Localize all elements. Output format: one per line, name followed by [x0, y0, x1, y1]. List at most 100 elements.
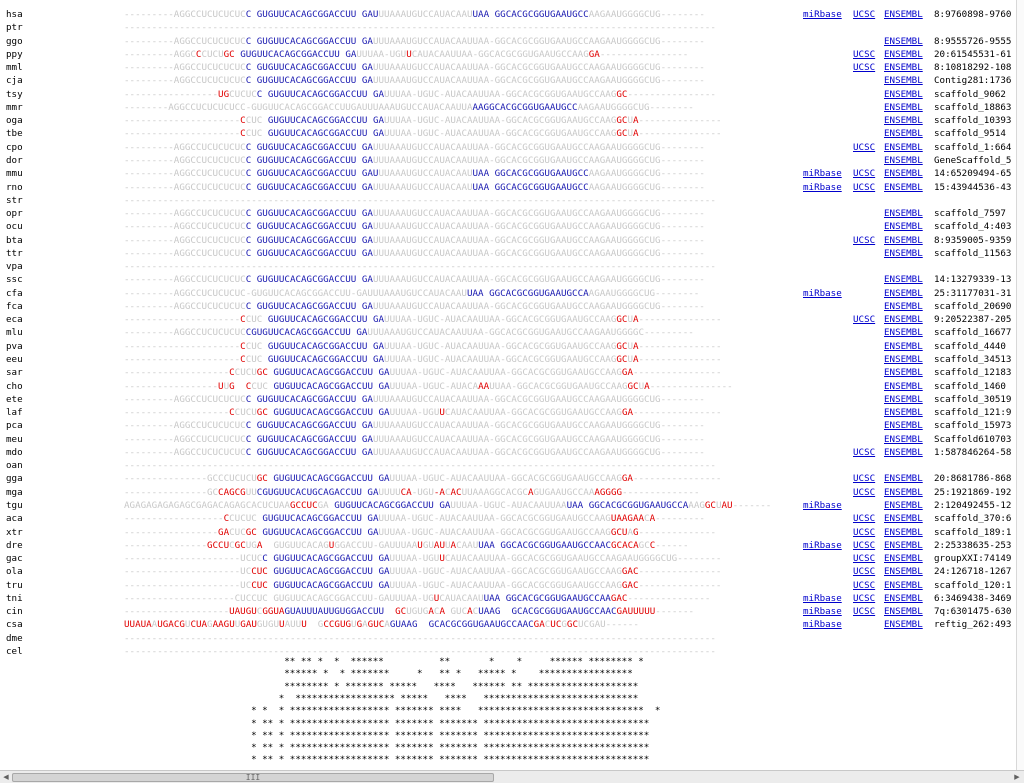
mirbase-link[interactable]: miRbase — [803, 181, 842, 193]
ucsc-link[interactable]: UCSC — [853, 62, 876, 74]
ucsc-link[interactable]: UCSC — [853, 141, 876, 153]
ensembl-link[interactable]: ENSEMBL — [884, 168, 923, 180]
ucsc-link[interactable]: UCSC — [853, 473, 876, 485]
sequence-segment: CUC — [245, 128, 263, 140]
sequence-segment: GA — [588, 48, 600, 60]
mirbase-link[interactable]: miRbase — [803, 168, 842, 180]
ensembl-link[interactable]: ENSEMBL — [884, 208, 923, 220]
mirbase-link[interactable]: miRbase — [803, 499, 842, 511]
genome-coordinate: scaffold_9062 — [934, 88, 1006, 100]
scroll-left-arrow-icon[interactable]: ◀ — [3, 773, 9, 781]
scrollbar-thumb[interactable]: III — [12, 773, 494, 782]
species-label: tsy — [6, 88, 23, 100]
mirbase-link[interactable]: miRbase — [803, 619, 842, 631]
ensembl-link[interactable]: ENSEMBL — [884, 274, 923, 286]
mirbase-link[interactable]: miRbase — [803, 539, 842, 551]
ucsc-link[interactable]: UCSC — [853, 234, 876, 246]
alignment-row: dre ---------------GCCUCGCUGA GUGUUCACAGU… — [0, 539, 1016, 552]
ensembl-link[interactable]: ENSEMBL — [884, 606, 923, 618]
vertical-scrollbar-edge[interactable] — [1016, 0, 1024, 770]
sequence-segment: GA — [533, 619, 545, 631]
ensembl-link[interactable]: ENSEMBL — [884, 340, 923, 352]
alignment-row: sar -------------------CCUCUGC GUGUUCACAG… — [0, 366, 1016, 379]
sequence-segment: ---------AGGCCUCUCUCUC — [124, 168, 246, 180]
ensembl-link[interactable]: ENSEMBL — [884, 433, 923, 445]
horizontal-scrollbar[interactable]: ◀ III ▶ — [0, 770, 1024, 783]
ucsc-link[interactable]: UCSC — [853, 486, 876, 498]
mirbase-link[interactable]: miRbase — [803, 9, 842, 20]
ucsc-link[interactable]: UCSC — [853, 526, 876, 538]
species-label: dme — [6, 632, 23, 644]
sequence-segment: C — [245, 380, 252, 392]
ucsc-link[interactable]: UCSC — [853, 9, 876, 20]
ensembl-link[interactable]: ENSEMBL — [884, 88, 923, 100]
ensembl-link[interactable]: ENSEMBL — [884, 300, 923, 312]
mirbase-link[interactable]: miRbase — [803, 287, 842, 299]
sequence-segment: ---------------- — [632, 367, 722, 379]
sequence-segment: C — [444, 486, 451, 498]
sequence-segment: CAUACAAUUAA-GGCACGCGGUGAAUGCCAAGAAUGGGGC… — [444, 553, 722, 565]
ensembl-link[interactable]: ENSEMBL — [884, 35, 923, 47]
ensembl-link[interactable]: ENSEMBL — [884, 499, 923, 511]
ensembl-link[interactable]: ENSEMBL — [884, 75, 923, 87]
ensembl-link[interactable]: ENSEMBL — [884, 62, 923, 74]
species-label: cpo — [6, 141, 23, 153]
ucsc-link[interactable]: UCSC — [853, 566, 876, 578]
ensembl-link[interactable]: ENSEMBL — [884, 393, 923, 405]
ensembl-link[interactable]: ENSEMBL — [884, 247, 923, 259]
ensembl-link[interactable]: ENSEMBL — [884, 101, 923, 113]
sequence-segment: GUGUUCACAGCGGACCUU GA — [267, 579, 390, 591]
ensembl-link[interactable]: ENSEMBL — [884, 314, 923, 326]
ucsc-link[interactable]: UCSC — [853, 606, 876, 618]
ensembl-link[interactable]: ENSEMBL — [884, 48, 923, 60]
ensembl-link[interactable]: ENSEMBL — [884, 367, 923, 379]
ensembl-link[interactable]: ENSEMBL — [884, 221, 923, 233]
ucsc-link[interactable]: UCSC — [853, 513, 876, 525]
sequence: ---------------------UCUCC GUGUUCACAGCGG… — [124, 552, 721, 565]
ucsc-link[interactable]: UCSC — [853, 181, 876, 193]
ucsc-link[interactable]: UCSC — [853, 48, 876, 60]
alignment-row: vpa -------------------------------------… — [0, 260, 1016, 273]
sequence-segment: UAA GGCACGCGGUGAAUGCCAA — [483, 592, 611, 604]
ensembl-link[interactable]: ENSEMBL — [884, 579, 923, 591]
ensembl-link[interactable]: ENSEMBL — [884, 327, 923, 339]
ensembl-link[interactable]: ENSEMBL — [884, 513, 923, 525]
ensembl-link[interactable]: ENSEMBL — [884, 619, 923, 631]
ucsc-link[interactable]: UCSC — [853, 553, 876, 565]
ensembl-link[interactable]: ENSEMBL — [884, 486, 923, 498]
sequence-segment: A — [649, 513, 656, 525]
ensembl-link[interactable]: ENSEMBL — [884, 115, 923, 127]
sequence-segment: ---------------------UC — [124, 579, 252, 591]
ucsc-link[interactable]: UCSC — [853, 446, 876, 458]
sequence-segment: GA — [621, 473, 633, 485]
ensembl-link[interactable]: ENSEMBL — [884, 141, 923, 153]
ensembl-link[interactable]: ENSEMBL — [884, 526, 923, 538]
ensembl-link[interactable]: ENSEMBL — [884, 592, 923, 604]
ensembl-link[interactable]: ENSEMBL — [884, 380, 923, 392]
ucsc-link[interactable]: UCSC — [853, 539, 876, 551]
mirbase-link[interactable]: miRbase — [803, 592, 842, 604]
ensembl-link[interactable]: ENSEMBL — [884, 234, 923, 246]
ensembl-link[interactable]: ENSEMBL — [884, 287, 923, 299]
ensembl-link[interactable]: ENSEMBL — [884, 420, 923, 432]
sequence-segment: --------------------- — [124, 128, 241, 140]
ucsc-link[interactable]: UCSC — [853, 592, 876, 604]
ensembl-link[interactable]: ENSEMBL — [884, 128, 923, 140]
ensembl-link[interactable]: ENSEMBL — [884, 407, 923, 419]
ensembl-link[interactable]: ENSEMBL — [884, 181, 923, 193]
ensembl-link[interactable]: ENSEMBL — [884, 154, 923, 166]
sequence: ----------------------------------------… — [124, 459, 716, 472]
ensembl-link[interactable]: ENSEMBL — [884, 354, 923, 366]
ucsc-link[interactable]: UCSC — [853, 314, 876, 326]
ucsc-link[interactable]: UCSC — [853, 579, 876, 591]
mirbase-link[interactable]: miRbase — [803, 606, 842, 618]
ensembl-link[interactable]: ENSEMBL — [884, 473, 923, 485]
scroll-right-arrow-icon[interactable]: ▶ — [1014, 773, 1020, 781]
ensembl-link[interactable]: ENSEMBL — [884, 553, 923, 565]
ensembl-link[interactable]: ENSEMBL — [884, 566, 923, 578]
ensembl-link[interactable]: ENSEMBL — [884, 9, 923, 20]
species-label: dre — [6, 539, 23, 551]
ucsc-link[interactable]: UCSC — [853, 168, 876, 180]
ensembl-link[interactable]: ENSEMBL — [884, 446, 923, 458]
ensembl-link[interactable]: ENSEMBL — [884, 539, 923, 551]
